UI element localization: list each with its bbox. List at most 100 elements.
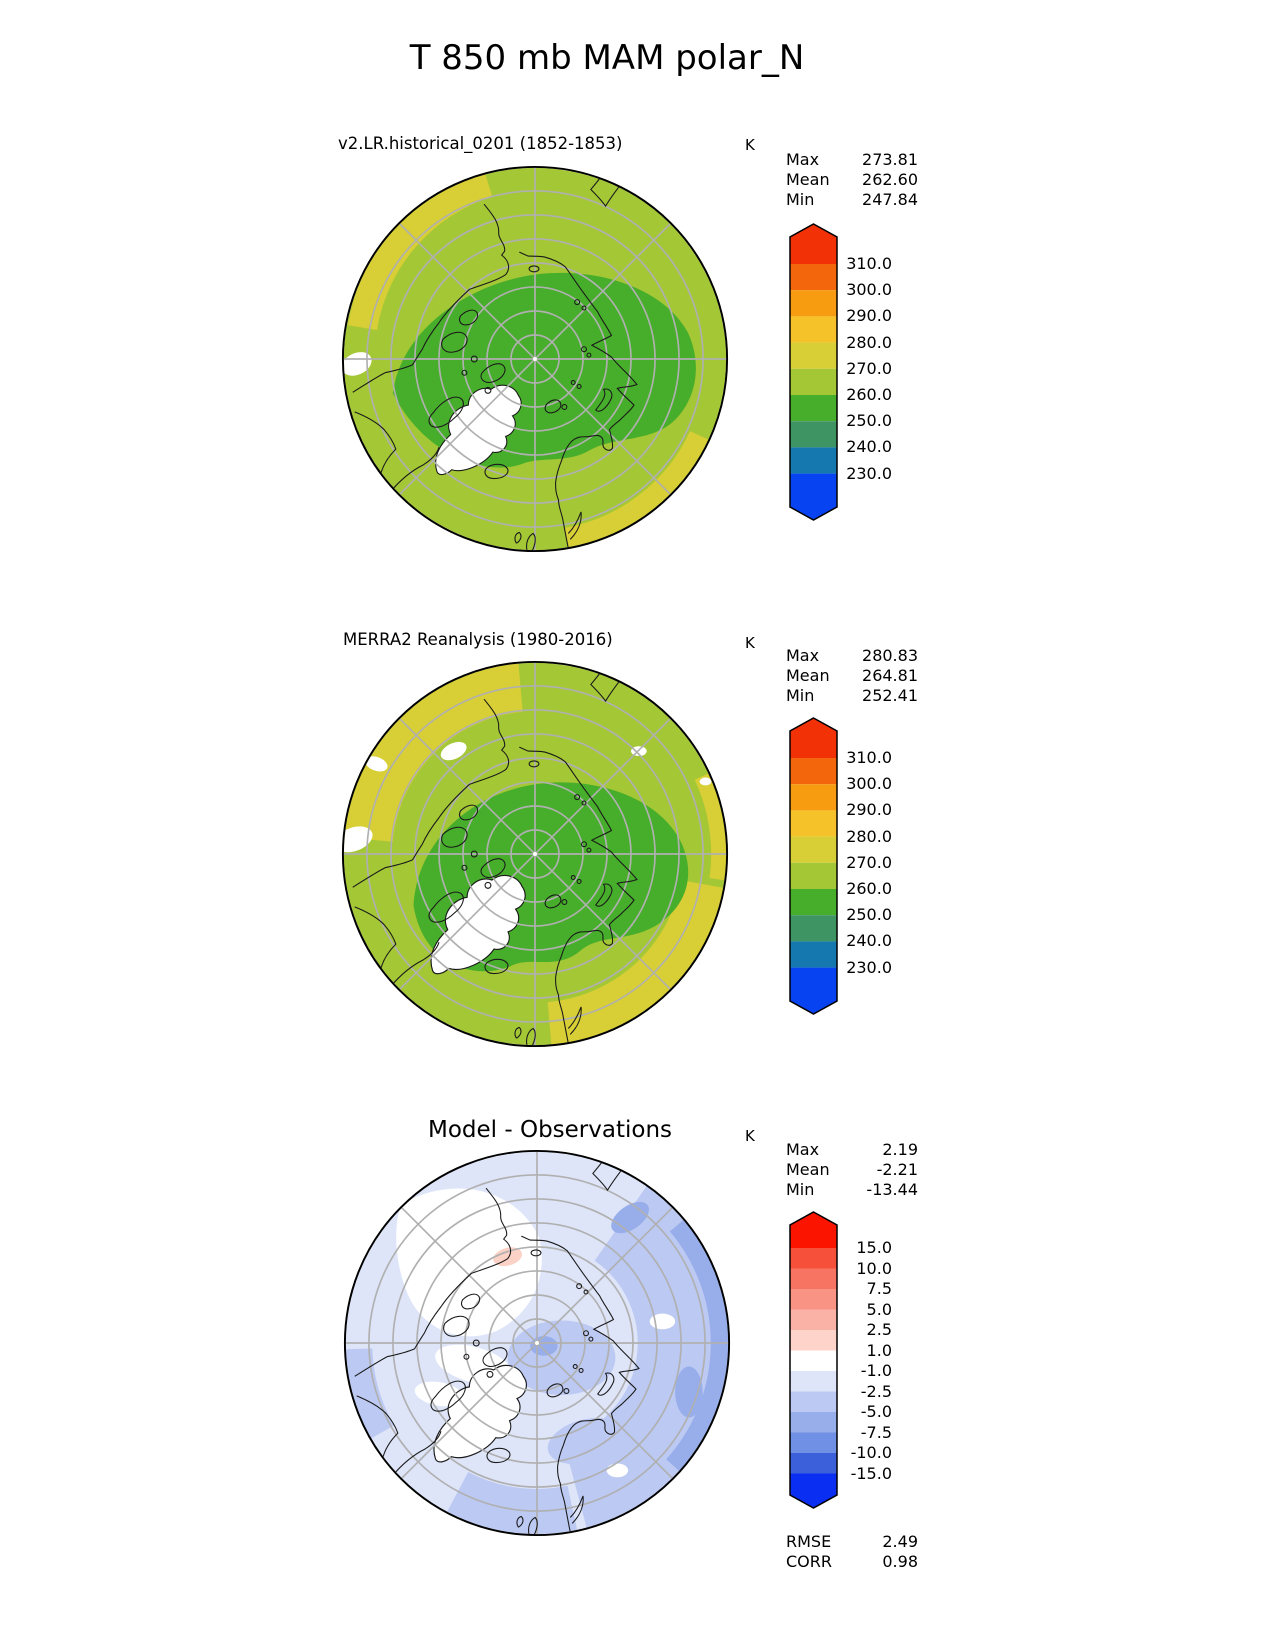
colorbar-tick-label: 260.0	[846, 385, 892, 404]
stat-label: Max	[786, 646, 820, 665]
map-region-warm	[348, 168, 493, 331]
colorbar-segment	[790, 758, 837, 785]
graticule	[345, 1151, 729, 1535]
map-boundary	[343, 1149, 731, 1537]
colorbar-tick-label: 2.5	[866, 1320, 892, 1339]
colorbar-segment	[790, 342, 837, 369]
stat-value: -2.21	[876, 1160, 918, 1179]
colorbar-segment	[790, 1371, 837, 1392]
greenland-masked	[435, 384, 522, 476]
colorbar-segment	[790, 264, 837, 291]
colorbar-segment	[790, 1309, 837, 1330]
colorbar-segment	[790, 1289, 837, 1310]
colorbar-tick-label: 260.0	[846, 879, 892, 898]
stat-row: Min -13.44	[786, 1180, 918, 1200]
map-region-nearzero	[606, 1463, 629, 1478]
masked-terrain	[364, 756, 388, 772]
colorbar-tick-label: 280.0	[846, 826, 892, 846]
colorbar-tick-label: 230.0	[846, 463, 892, 483]
colorbar-tick-label: 15.0	[856, 1238, 892, 1257]
colorbar-svg	[789, 717, 838, 1015]
colorbar-diff: 15.0 10.0 7.5 5.0 2.5 1.0 -1.0 -2.5 -5.0 -7.5 -10.…	[786, 1211, 918, 1509]
map-region-nearzero	[396, 1188, 542, 1337]
colorbar-tick-label: 280.0	[846, 332, 892, 352]
colorbar-tick-label: 1.0	[866, 1340, 892, 1360]
stat-label: Max	[786, 150, 820, 169]
stat-row: Min 247.84	[786, 190, 918, 210]
stat-label: Mean	[786, 666, 830, 685]
map-region-mid	[447, 1471, 578, 1534]
colorbar-segment	[790, 395, 837, 422]
colorbar-tick-label: 270.0	[846, 358, 892, 378]
panel-title-model: v2.LR.historical_0201 (1852-1853)	[338, 134, 623, 153]
colorbar-tick-label: 290.0	[846, 306, 892, 326]
map-region-warm	[694, 771, 727, 881]
colorbar-tick-label: 7.5	[866, 1279, 892, 1298]
colorbar-tick-label: -5.0	[860, 1402, 892, 1421]
stat-value: 252.41	[862, 686, 918, 705]
masked-terrain	[699, 777, 712, 786]
metrics-block: RMSE 2.49 CORR 0.98	[786, 1532, 918, 1572]
figure-title: T 850 mb MAM polar_N	[409, 38, 805, 78]
stats-block-model: Max 273.81 Mean 262.60 Min 247.84	[786, 150, 918, 210]
colorbar-segment	[790, 447, 837, 474]
colorbar-tick-label: -2.5	[860, 1381, 892, 1401]
colorbar-tick-label: 290.0	[846, 800, 892, 820]
map-boundary	[341, 165, 729, 553]
units-label-obs: K	[745, 634, 755, 652]
metric-value: 0.98	[882, 1552, 918, 1571]
stat-row: Max 2.19	[786, 1140, 918, 1160]
colorbar-segment	[790, 1453, 837, 1474]
colorbar-segment	[790, 836, 837, 863]
masked-terrain	[343, 352, 372, 376]
stat-value: 2.19	[882, 1140, 918, 1159]
map-region-deep	[675, 1366, 703, 1418]
colorbar-segment	[790, 862, 837, 889]
colorbar-tick-label: -1.0	[860, 1361, 892, 1380]
panel-title-diff: Model - Observations	[427, 1117, 672, 1143]
colorbar-tick-label: 5.0	[866, 1299, 892, 1319]
map-obs	[341, 660, 729, 1048]
stat-label: Min	[786, 686, 815, 705]
stat-value: 273.81	[862, 150, 918, 169]
map-boundary	[341, 660, 729, 1048]
metric-value: 2.49	[882, 1532, 918, 1551]
masked-terrain	[440, 741, 467, 761]
stat-value: 280.83	[862, 646, 918, 665]
colorbar-tick-label: 300.0	[846, 774, 892, 794]
metric-label: RMSE	[786, 1532, 832, 1551]
map-region-warm-patch	[493, 1247, 522, 1267]
metric-row: CORR 0.98	[786, 1552, 918, 1572]
colorbar-tick-label: 240.0	[846, 931, 892, 951]
colorbar-obs: 310.0 300.0 290.0 280.0 270.0 260.0 250.0 240.0…	[786, 717, 918, 1015]
colorbar-tick-label: 310.0	[846, 254, 892, 273]
colorbar-segment	[790, 1248, 837, 1269]
colorbar-segment	[790, 1412, 837, 1433]
colorbar-tick-label: 240.0	[846, 437, 892, 457]
colorbar-tick-label: 250.0	[846, 411, 892, 431]
colorbar-svg	[789, 1211, 838, 1509]
metric-label: CORR	[786, 1552, 832, 1571]
graticule	[343, 662, 727, 1046]
colorbar-tick-label: -7.5	[860, 1422, 892, 1442]
colorbar-segment	[790, 810, 837, 837]
colorbar-tick-label: 270.0	[846, 852, 892, 872]
colorbar-segment	[790, 1268, 837, 1289]
stat-value: 247.84	[862, 190, 918, 209]
stat-value: -13.44	[866, 1180, 918, 1199]
colorbar-segment	[790, 784, 837, 811]
stat-label: Min	[786, 1180, 815, 1199]
stat-label: Min	[786, 190, 815, 209]
colorbar-segment	[790, 1350, 837, 1371]
colorbar-segment	[790, 941, 837, 968]
colorbar-tick-label: 310.0	[846, 748, 892, 767]
colorbar-segment	[790, 421, 837, 448]
stat-row: Mean 264.81	[786, 666, 918, 686]
colorbar-model: 310.0 300.0 290.0 280.0 270.0 260.0 250.0 240.0…	[786, 223, 918, 521]
map-region-warm	[564, 430, 714, 551]
stat-row: Max 280.83	[786, 646, 918, 666]
colorbar-tick-label: -10.0	[850, 1443, 892, 1462]
stat-value: 262.60	[862, 170, 918, 189]
colorbar-segment	[790, 1432, 837, 1453]
